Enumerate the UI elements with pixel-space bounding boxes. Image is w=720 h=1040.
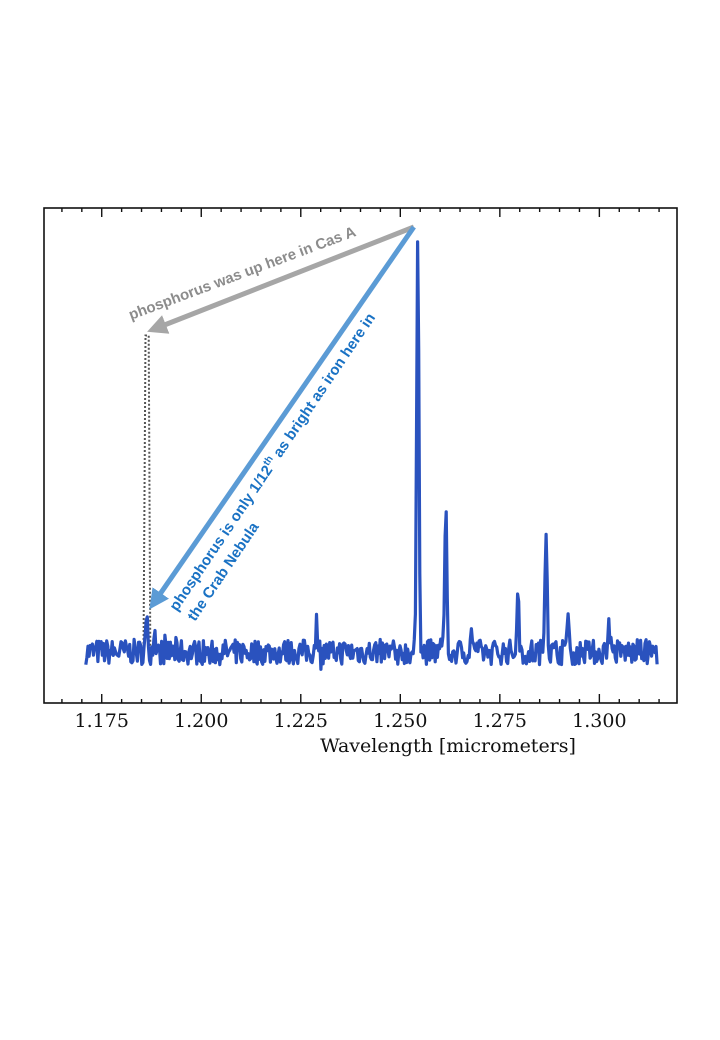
cas-a-annotation-text: phosphorus was up here in Cas A bbox=[126, 223, 358, 323]
x-tick-label: 1.225 bbox=[274, 710, 328, 732]
crab-annotation-text-line1: phosphorus is only 1/12th as bright as i… bbox=[165, 310, 379, 615]
spectrum-polyline bbox=[84, 240, 659, 671]
plot-frame bbox=[43, 207, 678, 704]
crab-spectrum-line bbox=[84, 240, 659, 671]
dotted-profile bbox=[142, 334, 152, 653]
x-tick-label: 1.200 bbox=[174, 710, 228, 732]
gray-arrow bbox=[147, 224, 415, 334]
x-tick-label: 1.175 bbox=[75, 710, 129, 732]
x-axis-label: Wavelength [micrometers] bbox=[320, 735, 576, 757]
x-tick-label: 1.250 bbox=[373, 710, 427, 732]
blue-arrow bbox=[149, 225, 416, 610]
annotations: phosphorus was up here in Cas Aphosphoru… bbox=[126, 223, 416, 624]
cas-a-phosphorus-reference-line bbox=[142, 334, 152, 653]
x-tick-label: 1.300 bbox=[572, 710, 626, 732]
x-tick-label: 1.275 bbox=[473, 710, 527, 732]
x-axis-ticks bbox=[61, 208, 660, 703]
x-axis-tick-labels: 1.175 1.200 1.225 1.250 1.275 1.300 bbox=[75, 710, 627, 732]
